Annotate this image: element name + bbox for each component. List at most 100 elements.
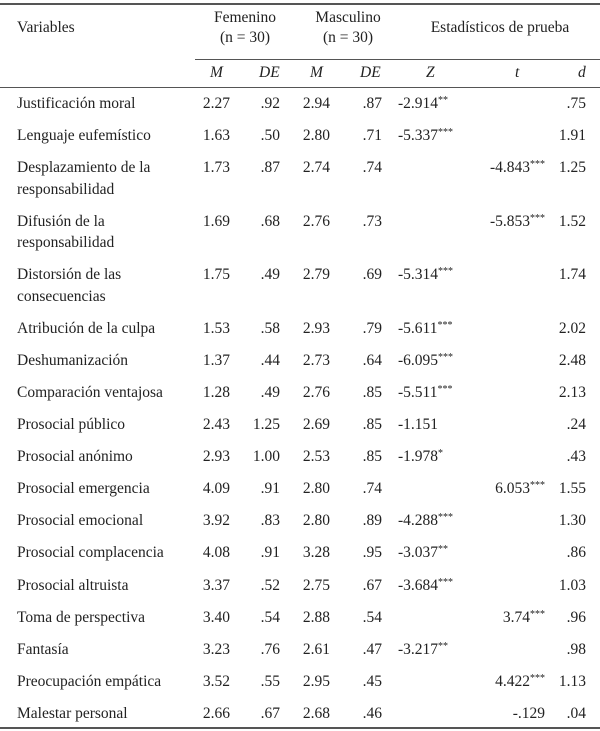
significance-stars: *** (530, 672, 545, 684)
fem-mean: 2.66 (202, 704, 230, 722)
d-effect: 1.91 (558, 127, 586, 145)
table-row: Prosocial anónimo 2.93 1.00 2.53 .85 -1.978*… (0, 442, 600, 474)
d-effect: 1.55 (558, 480, 586, 498)
d-effect: 2.02 (558, 319, 586, 337)
significance-stars: *** (438, 266, 454, 278)
variable-name: Prosocial complacencia (17, 544, 164, 562)
d-effect: 2.13 (558, 383, 586, 401)
d-effect: .24 (566, 416, 586, 433)
fem-sd: .67 (260, 704, 280, 722)
masc-sd: .46 (362, 704, 382, 722)
z-stat: -5.314*** (398, 264, 474, 286)
masc-mean: 2.80 (302, 480, 330, 498)
subheader-t: t (515, 64, 520, 81)
t-stat-value: -4.843 (489, 159, 530, 177)
significance-stars: *** (438, 127, 454, 139)
d-effect: .04 (566, 704, 586, 722)
significance-stars: *** (530, 608, 545, 620)
table-row: Desplazamiento de la responsabilidad 1.73… (0, 153, 600, 207)
d-effect: 1.13 (558, 672, 586, 690)
subheader-de-fem: DE (259, 64, 280, 81)
d-effect: 1.25 (558, 159, 586, 177)
masc-mean: 2.88 (302, 608, 330, 626)
fem-sd: .91 (260, 480, 280, 498)
masc-sd: .74 (362, 159, 382, 177)
t-stat: 3.74*** (478, 607, 545, 629)
z-stat: -5.511*** (398, 382, 474, 404)
d-effect: .96 (566, 608, 586, 626)
t-stat: 6.053*** (478, 478, 545, 500)
header-estadisticos: Estadísticos de prueba (430, 19, 570, 36)
z-stat-value: -2.914 (398, 95, 439, 112)
t-stat-value: 6.053 (495, 480, 530, 498)
masc-mean: 2.80 (302, 512, 330, 530)
fem-sd: .55 (260, 672, 280, 690)
z-stat-value: -3.217 (398, 640, 439, 658)
subheader-de-masc: DE (360, 64, 381, 81)
fem-mean: 3.52 (202, 672, 230, 690)
masc-sd: .69 (362, 266, 382, 284)
variable-name: Prosocial altruista (17, 576, 129, 594)
z-stat-value: -5.337 (398, 127, 439, 145)
d-effect: 1.52 (558, 212, 586, 230)
masc-mean: 2.80 (302, 127, 330, 145)
significance-stars: ** (438, 95, 449, 106)
significance-stars: ** (438, 544, 449, 556)
header-masculino: Masculino (n = 30) (298, 8, 398, 48)
bottom-rule (0, 727, 600, 729)
fem-sd: .44 (260, 351, 280, 369)
variable-name: Prosocial anónimo (17, 448, 133, 466)
masc-sd: .79 (362, 319, 382, 337)
z-stat: -3.217** (398, 639, 474, 661)
variable-name: Desplazamiento de la responsabilidad (17, 159, 151, 198)
header-rule (0, 87, 600, 88)
table-row: Preocupación empática 3.52 .55 2.95 .45 4.422… (0, 667, 600, 699)
masc-sd: .85 (362, 448, 382, 466)
masc-mean: 2.93 (302, 319, 330, 337)
header-masculino-label: Masculino (315, 9, 381, 26)
significance-stars: *** (530, 159, 545, 171)
z-stat-value: -5.511 (398, 383, 438, 401)
z-stat: -4.288*** (398, 510, 474, 532)
masc-sd: .67 (362, 576, 382, 594)
masc-mean: 2.76 (302, 212, 330, 230)
variable-name: Prosocial público (17, 416, 126, 433)
fem-sd: .83 (260, 512, 280, 530)
masc-mean: 2.79 (302, 266, 330, 284)
significance-stars: *** (438, 576, 454, 588)
d-effect: 1.03 (558, 576, 586, 594)
table-row: Prosocial emocional 3.92 .83 2.80 .89 -4.288*… (0, 506, 600, 538)
fem-sd: .54 (260, 608, 280, 626)
fem-sd: .49 (260, 383, 280, 401)
masc-mean: 3.28 (302, 544, 330, 562)
significance-stars: ** (438, 640, 449, 652)
fem-sd: .52 (260, 576, 280, 594)
fem-mean: 3.40 (202, 608, 230, 626)
z-stat: -5.611*** (398, 318, 474, 340)
table-row: Prosocial complacencia 4.08 .91 3.28 .95 -3.0… (0, 538, 600, 570)
fem-sd: .50 (260, 127, 280, 145)
subheader-m-fem: M (210, 64, 223, 81)
fem-sd: .92 (260, 95, 280, 112)
z-stat-value: -3.684 (398, 576, 439, 594)
z-stat: -2.914** (398, 93, 474, 115)
fem-mean: 2.43 (202, 416, 230, 433)
masc-sd: .85 (362, 383, 382, 401)
masc-sd: .71 (362, 127, 382, 145)
d-effect: 1.30 (558, 512, 586, 530)
z-stat-value: -5.611 (398, 319, 438, 337)
fem-sd: .76 (260, 640, 280, 658)
fem-sd: 1.00 (252, 448, 280, 466)
masc-mean: 2.69 (302, 416, 330, 433)
header-variables: Variables (17, 19, 75, 36)
masc-sd: .54 (362, 608, 382, 626)
masc-sd: .89 (362, 512, 382, 530)
table-row: Deshumanización 1.37 .44 2.73 .64 -6.095*** 2.… (0, 346, 600, 378)
d-effect: 2.48 (558, 351, 586, 369)
significance-stars: *** (437, 383, 453, 395)
z-stat: -3.684*** (398, 575, 474, 597)
variable-name: Toma de perspectiva (17, 608, 146, 626)
masc-sd: .85 (362, 416, 382, 433)
masc-mean: 2.61 (302, 640, 330, 658)
significance-stars: *** (437, 319, 453, 331)
